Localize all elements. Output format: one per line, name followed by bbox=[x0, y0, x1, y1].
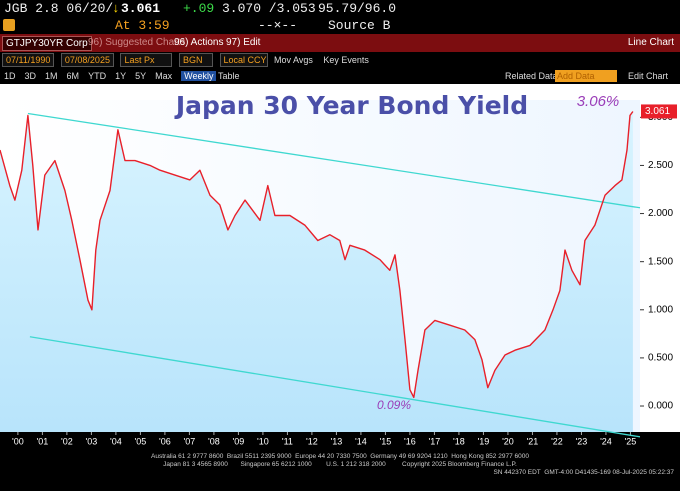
x-tick-label: '13 bbox=[331, 436, 343, 446]
arrow: ↓ bbox=[112, 1, 120, 16]
security: JGB 2.8 06/20/ bbox=[4, 1, 114, 16]
x-tick-label: '06 bbox=[159, 436, 171, 446]
add-data[interactable]: Add Data bbox=[555, 70, 617, 82]
period[interactable]: 6M bbox=[66, 71, 80, 81]
x-tick-label: '16 bbox=[404, 436, 416, 446]
x-tick-label: '01 bbox=[37, 436, 49, 446]
period[interactable]: Weekly bbox=[181, 71, 217, 81]
y-tick-label: 0.500 bbox=[648, 353, 673, 364]
x-tick-label: '09 bbox=[233, 436, 245, 446]
x-tick-label: '10 bbox=[257, 436, 269, 446]
table[interactable]: Table bbox=[218, 71, 240, 81]
channel-line bbox=[27, 112, 641, 209]
x-tick-label: '15 bbox=[380, 436, 392, 446]
period[interactable]: 1Y bbox=[115, 71, 127, 81]
edit-chart[interactable]: Edit Chart bbox=[628, 71, 669, 81]
last: 3.061 bbox=[121, 1, 161, 16]
end-date[interactable]: 07/08/2025 bbox=[60, 53, 114, 67]
annotation: 0.09% bbox=[377, 398, 411, 412]
x-tick-label: '05 bbox=[135, 436, 147, 446]
y-tick-label: 2.000 bbox=[648, 208, 673, 219]
footer-line: Australia 61 2 9777 8600 Brazil 5511 239… bbox=[151, 453, 529, 460]
suggested[interactable]: 96) Suggested Charts bbox=[88, 37, 186, 48]
time: At 3:59 bbox=[115, 18, 170, 33]
x-tick-label: '04 bbox=[110, 436, 122, 446]
period[interactable]: YTD bbox=[88, 71, 107, 81]
y-tick-label: 2.500 bbox=[648, 160, 673, 171]
price: 95.79/96.0 bbox=[318, 1, 397, 16]
separator: --×-- bbox=[258, 18, 298, 33]
x-tick-label: '08 bbox=[208, 436, 220, 446]
footer: Australia 61 2 9777 8600 Brazil 5511 239… bbox=[0, 452, 680, 491]
x-tick-label: '00 bbox=[12, 436, 24, 446]
x-tick-label: '02 bbox=[61, 436, 73, 446]
currency[interactable]: Local CCY bbox=[219, 53, 268, 67]
change: +.09 bbox=[183, 1, 215, 16]
x-tick-label: '24 bbox=[600, 436, 612, 446]
mov-avgs[interactable]: Mov Avgs bbox=[274, 55, 313, 65]
y-tick-label: 1.500 bbox=[648, 256, 673, 267]
security-input[interactable]: GTJPY30YR Corp bbox=[2, 36, 92, 51]
area-fill bbox=[0, 111, 633, 432]
actions[interactable]: 96) Actions bbox=[174, 37, 224, 48]
controls: 07/11/1990 07/08/2025 Last Px BGN Local … bbox=[0, 52, 680, 68]
periods: 1D 3D 1M 6M YTD 1Y 5Y Max Weekly bbox=[4, 68, 225, 84]
chart-type: Line Chart bbox=[627, 37, 674, 48]
x-tick-label: '22 bbox=[551, 436, 563, 446]
pricing-source[interactable]: BGN bbox=[178, 53, 213, 67]
related[interactable]: Related Data bbox=[505, 71, 558, 81]
x-tick-label: '11 bbox=[282, 436, 293, 446]
source: Source B bbox=[328, 18, 391, 33]
footer-line: Japan 81 3 4565 8900 Singapore 65 6212 1… bbox=[163, 461, 517, 468]
field[interactable]: Last Px bbox=[120, 53, 173, 67]
x-axis-band bbox=[0, 432, 680, 452]
x-tick-label: '19 bbox=[478, 436, 490, 446]
bid-ask: 3.070 /3.053 bbox=[222, 1, 316, 16]
period[interactable]: 5Y bbox=[135, 71, 147, 81]
y-tick-label: 0.000 bbox=[648, 401, 673, 412]
period[interactable]: 1M bbox=[45, 71, 58, 81]
chart-title: Japan 30 Year Bond Yield bbox=[174, 91, 528, 120]
y-tick-label: 1.000 bbox=[648, 304, 673, 315]
time-line: At 3:59 --×-- Source B bbox=[0, 17, 680, 34]
last-price-box bbox=[641, 104, 677, 119]
period[interactable]: Max bbox=[155, 71, 173, 81]
x-tick-label: '20 bbox=[502, 436, 514, 446]
x-tick-label: '21 bbox=[527, 436, 539, 446]
x-tick-label: '12 bbox=[306, 436, 318, 446]
logo bbox=[3, 19, 15, 31]
last-price-label: 3.061 bbox=[645, 106, 670, 117]
period-bar: 1D 3D 1M 6M YTD 1Y 5Y Max Weekly Table Related D… bbox=[0, 68, 680, 84]
x-tick-label: '14 bbox=[355, 436, 367, 446]
edit[interactable]: 97) Edit bbox=[226, 37, 261, 48]
period[interactable]: 3D bbox=[24, 71, 37, 81]
start-date[interactable]: 07/11/1990 bbox=[2, 53, 55, 67]
line bbox=[0, 111, 634, 399]
annotation: 3.06% bbox=[577, 93, 620, 110]
quote-line: JGB 2.8 06/20/ ↓ 3.061 +.09 3.070 /3.053… bbox=[0, 0, 680, 17]
key-events[interactable]: Key Events bbox=[323, 55, 369, 65]
x-tick-label: '03 bbox=[86, 436, 98, 446]
footer-line: SN 442370 EDT GMT-4:00 D41435-169 08-Jul… bbox=[493, 469, 674, 476]
toolbar: GTJPY30YR Corp 96) Suggested Charts 96) … bbox=[0, 34, 680, 52]
x-tick-label: '07 bbox=[184, 436, 196, 446]
chart: Japan 30 Year Bond Yield 0.000 0.500 1.000… bbox=[0, 84, 680, 452]
x-tick-label: '17 bbox=[429, 436, 441, 446]
x-tick-label: '18 bbox=[453, 436, 465, 446]
x-tick-label: '23 bbox=[576, 436, 588, 446]
channel-line bbox=[29, 336, 641, 438]
x-tick-label: '25 bbox=[625, 436, 637, 446]
period[interactable]: 1D bbox=[4, 71, 16, 81]
